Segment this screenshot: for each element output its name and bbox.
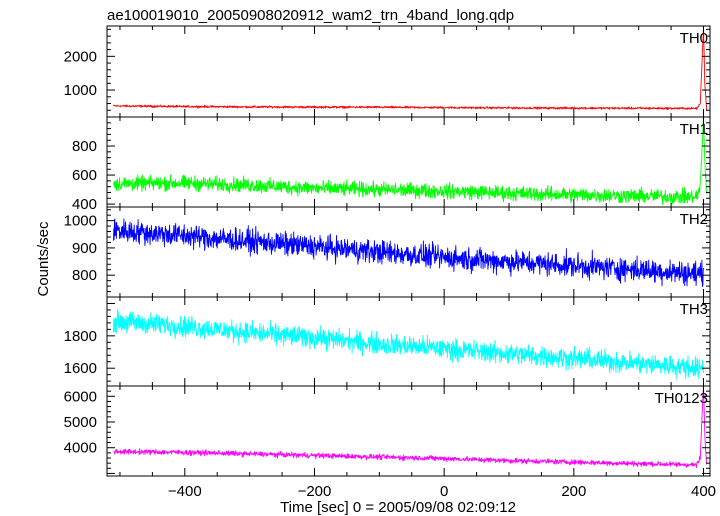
panel-label-th2: TH2 [680,211,708,228]
x-tick-label: 400 [691,483,716,500]
series-line-th0123 [113,386,708,469]
y-tick-label: 1000 [64,213,97,230]
panels-group: 1000 2000 TH0 400 600 800 TH1 800 900 1000 TH2 1600… [64,25,711,477]
y-tick-label: 400 [72,196,97,213]
y-tick-label: 5000 [64,414,97,431]
panel-frame [106,25,711,118]
x-tick-label: −200 [298,483,332,500]
y-tick-label: 800 [72,267,97,284]
panel-th3: 1600 1800 TH3 [64,296,711,387]
y-axis-label: Counts/sec [35,221,52,297]
y-tick-label: 1600 [64,360,97,377]
panel-label-th0123: TH0123 [655,390,708,407]
y-tick-label: 6000 [64,388,97,405]
x-tick-label: 0 [440,483,448,500]
y-tick-label: 600 [72,167,97,184]
panel-th0: 1000 2000 TH0 [64,25,711,118]
x-tick-label: −400 [168,483,202,500]
x-tick-label: 200 [561,483,586,500]
y-tick-label: 2000 [64,48,97,65]
chart-title: ae100019010_20050908020912_wam2_trn_4ban… [107,7,514,24]
y-tick-label: 1800 [64,328,97,345]
series-line-th2 [113,218,704,287]
y-tick-label: 4000 [64,440,97,457]
panel-label-th3: TH3 [680,301,708,318]
series-line-th3 [113,309,704,380]
panel-th1: 400 600 800 TH1 [72,116,711,213]
x-axis: −400 −200 0 200 400 [168,483,716,500]
y-tick-label: 900 [72,240,97,257]
panel-th0123: 4000 5000 6000 TH0123 [64,385,711,477]
series-line-th0 [113,26,708,111]
series-line-th1 [113,117,708,206]
panel-frame [106,385,711,477]
panel-frame [106,116,711,208]
y-tick-label: 800 [72,138,97,155]
panel-label-th1: TH1 [680,121,708,138]
y-tick-label: 1000 [64,82,97,99]
panel-th2: 800 900 1000 TH2 [64,206,711,298]
x-axis-label: Time [sec] 0 = 2005/09/08 02:09:12 [280,499,516,516]
panel-label-th0: TH0 [680,30,708,47]
